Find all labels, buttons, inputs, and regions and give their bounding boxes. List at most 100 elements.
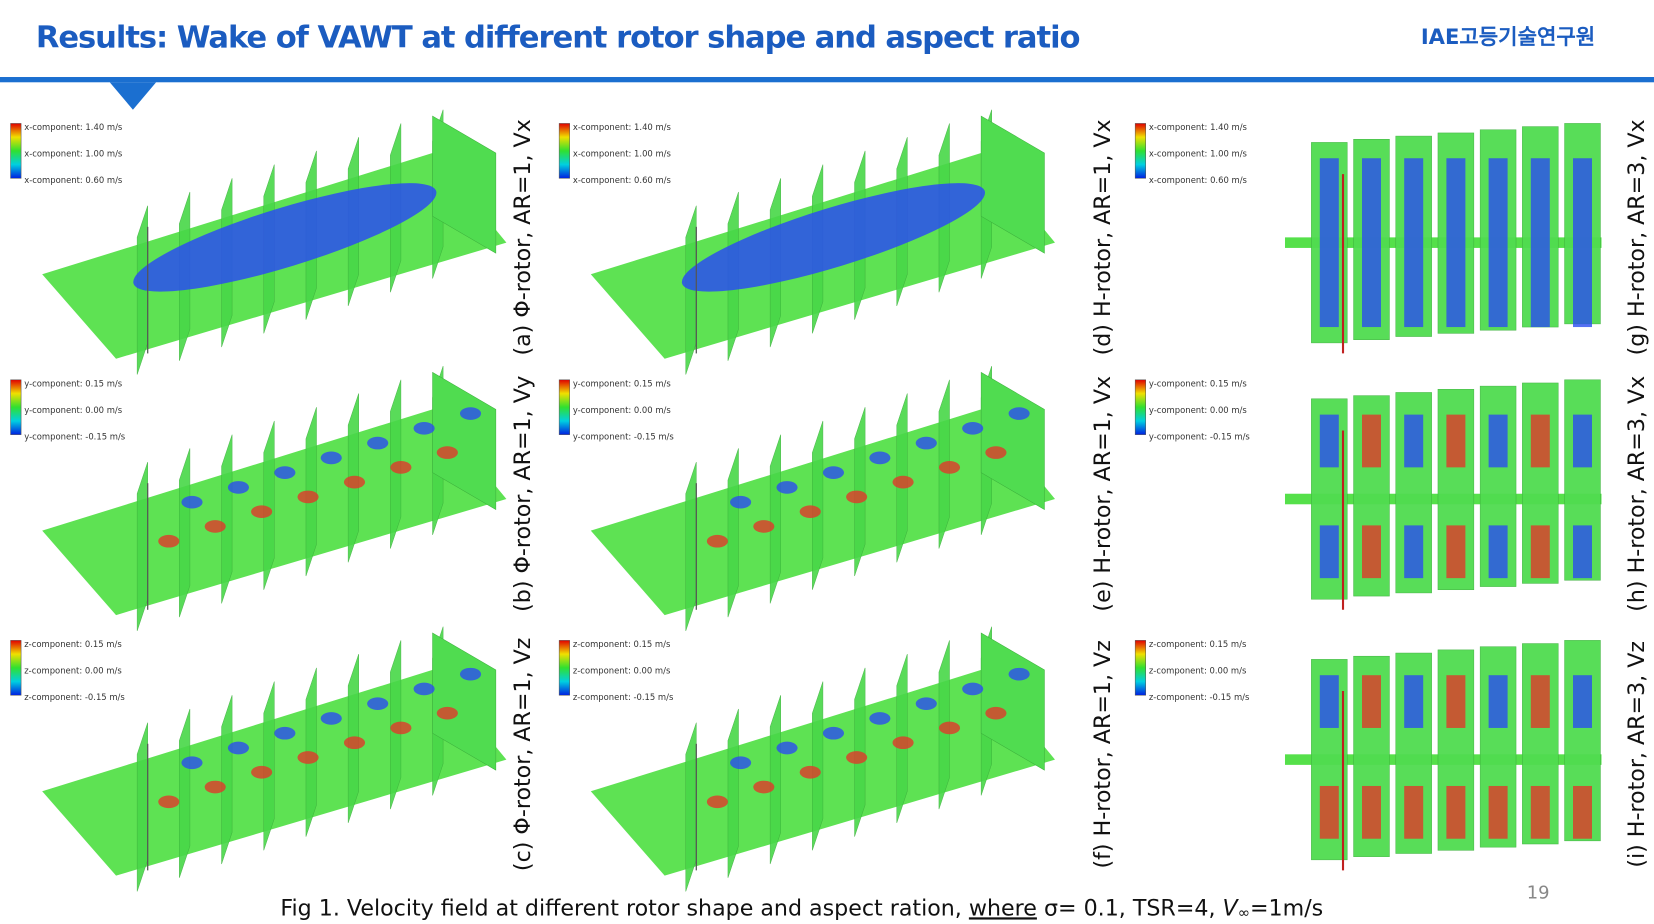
flow-blob: [1488, 525, 1508, 579]
caption-text: ∞: [1238, 905, 1250, 922]
legend-label: z-component: 0.00 m/s: [1149, 665, 1246, 675]
legend-label: x-component: 1.40 m/s: [573, 122, 671, 132]
slice: [221, 695, 233, 865]
flow-blob: [1488, 158, 1508, 328]
flow-blob: [436, 446, 458, 459]
flow-blob: [706, 534, 728, 548]
panel-label: (a) Φ-rotor, AR=1, Vx: [510, 119, 536, 355]
panel-label: (i) H-rotor, AR=3, Vz: [1624, 641, 1650, 868]
flow-blob: [413, 682, 435, 696]
flow-blob: [985, 706, 1007, 720]
flow-blob: [1404, 525, 1424, 579]
caption-text: σ= 0.1, TSR=4,: [1037, 895, 1223, 921]
colorbar: [558, 640, 570, 696]
flow-blob: [1573, 414, 1592, 468]
flow-blob: [846, 490, 868, 504]
flow-blob: [251, 505, 273, 519]
slice: [812, 420, 824, 590]
legend-label: y-component: 0.15 m/s: [1149, 379, 1247, 389]
legend-label: y-component: 0.15 m/s: [24, 379, 122, 389]
slide-title: Results: Wake of VAWT at different rotor…: [36, 21, 1080, 56]
end-plane: [980, 115, 1045, 254]
slice: [179, 708, 191, 878]
flow-blob: [962, 421, 984, 435]
flow-blob: [1488, 675, 1508, 728]
panel-label: (e) H-rotor, AR=1, Vx: [1090, 376, 1116, 612]
panel: y-component: 0.15 m/s y-component: 0.00 m…: [558, 366, 1055, 631]
panel: y-component: 0.15 m/s y-component: 0.00 m…: [1134, 379, 1602, 610]
legend-label: x-component: 1.00 m/s: [24, 149, 122, 159]
panel-label: (b) Φ-rotor, AR=1, Vy: [510, 376, 536, 612]
flow-field: [590, 626, 1055, 892]
flow-blob: [1446, 414, 1466, 468]
flow-blob: [343, 475, 366, 489]
flow-field: [42, 366, 507, 631]
flow-blob: [753, 780, 775, 794]
legend-label: x-component: 0.60 m/s: [24, 175, 122, 185]
flow-field: [590, 109, 1055, 375]
flow-blob: [1362, 158, 1381, 328]
panel: y-component: 0.15 m/s y-component: 0.00 m…: [10, 366, 507, 631]
legend-label: y-component: -0.15 m/s: [573, 431, 674, 441]
flow-blob: [1362, 785, 1381, 839]
flow-blob: [1573, 675, 1592, 728]
flow-blob: [204, 780, 226, 794]
flow-blob: [822, 466, 844, 479]
slice: [263, 420, 275, 590]
end-plane: [980, 632, 1045, 771]
flow-blob: [413, 421, 435, 435]
flow-blob: [1446, 785, 1466, 839]
flow-blob: [1530, 158, 1550, 328]
flow-blob: [1319, 414, 1339, 468]
flow-blob: [158, 795, 180, 809]
flow-blob: [459, 667, 482, 681]
legend-label: x-component: 1.40 m/s: [1149, 122, 1247, 132]
flow-field: [1284, 123, 1602, 354]
flow-blob: [706, 795, 728, 809]
flow-blob: [181, 756, 203, 770]
flow-blob: [1404, 675, 1424, 728]
slice: [769, 434, 781, 604]
flow-blob: [1530, 414, 1550, 468]
end-plane: [980, 371, 1045, 511]
flow-blob: [320, 451, 342, 465]
flow-blob: [985, 446, 1007, 459]
flow-blob: [1404, 158, 1424, 328]
flow-blob: [846, 751, 868, 764]
flow-blob: [776, 741, 798, 755]
panel-label: (h) H-rotor, AR=3, Vx: [1624, 376, 1650, 612]
end-plane: [432, 115, 497, 254]
legend-label: x-component: 0.60 m/s: [573, 175, 671, 185]
panel: z-component: 0.15 m/s z-component: 0.00 m…: [558, 626, 1055, 892]
header-pointer: [109, 82, 157, 110]
flow-field: [42, 626, 507, 892]
panel: z-component: 0.15 m/s z-component: 0.00 m…: [1134, 639, 1602, 871]
flow-blob: [1362, 414, 1381, 468]
flow-field: [1284, 379, 1602, 610]
flow-blob: [343, 736, 366, 750]
flow-blob: [1404, 785, 1424, 839]
colorbar: [1134, 640, 1146, 696]
legend-label: z-component: 0.00 m/s: [24, 665, 121, 675]
end-plane: [432, 371, 497, 511]
flow-blob: [297, 490, 319, 504]
flow-blob: [1488, 785, 1508, 839]
caption-text: V: [1223, 895, 1240, 921]
wake-core: [681, 183, 986, 292]
flow-blob: [1319, 525, 1339, 579]
slice: [1564, 379, 1601, 581]
flow-blob: [297, 751, 319, 764]
end-plane: [432, 632, 497, 771]
colorbar: [10, 123, 22, 179]
panel: x-component: 1.40 m/s x-component: 1.00 m…: [10, 109, 507, 375]
flow-blob: [459, 407, 482, 420]
legend-label: z-component: -0.15 m/s: [573, 692, 674, 702]
flow-blob: [390, 721, 412, 735]
flow-blob: [181, 495, 203, 509]
panel: x-component: 1.40 m/s x-component: 1.00 m…: [1134, 122, 1602, 354]
flow-blob: [776, 481, 798, 494]
flow-blob: [367, 436, 389, 450]
flow-blob: [753, 520, 775, 533]
flow-blob: [1530, 675, 1550, 728]
flow-field: [590, 366, 1055, 631]
